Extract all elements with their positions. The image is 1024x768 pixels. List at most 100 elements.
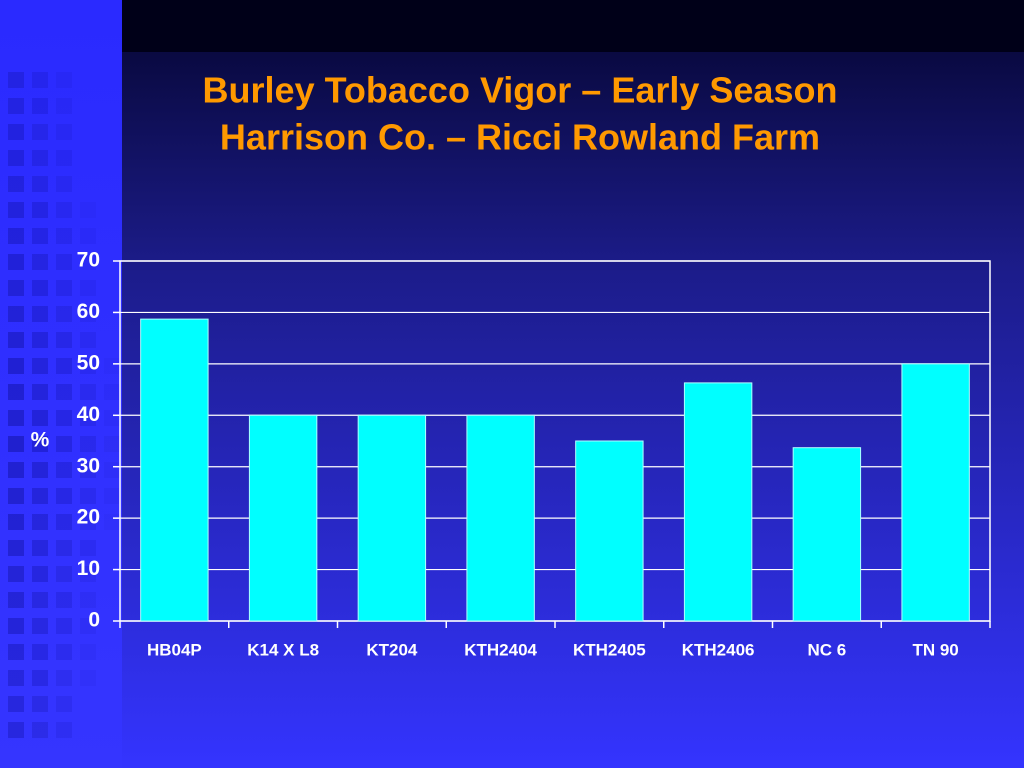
square — [80, 228, 96, 244]
x-tick-label: K14 X L8 — [247, 640, 319, 659]
square — [8, 488, 24, 504]
square — [80, 566, 96, 582]
y-tick-label: 60 — [77, 300, 100, 323]
square — [32, 150, 48, 166]
square — [56, 540, 72, 556]
square — [32, 124, 48, 140]
square — [32, 306, 48, 322]
y-axis-label: % — [31, 429, 50, 452]
chart-subtitle: Harrison Co. – Ricci Rowland Farm — [220, 117, 820, 158]
y-tick-label: 10 — [77, 557, 100, 580]
square — [56, 358, 72, 374]
square — [104, 462, 120, 478]
square — [56, 436, 72, 452]
square — [56, 202, 72, 218]
square — [8, 566, 24, 582]
square — [8, 514, 24, 530]
square — [32, 618, 48, 634]
side-panel — [0, 0, 122, 768]
square — [32, 280, 48, 296]
square — [80, 332, 96, 348]
square — [56, 98, 72, 114]
y-tick-label: 20 — [77, 506, 100, 529]
square — [8, 202, 24, 218]
square — [56, 228, 72, 244]
square — [8, 176, 24, 192]
square — [56, 488, 72, 504]
square — [56, 150, 72, 166]
square — [80, 488, 96, 504]
square — [32, 72, 48, 88]
bar — [140, 318, 209, 622]
square — [104, 436, 120, 452]
square — [80, 436, 96, 452]
square — [80, 644, 96, 660]
square — [80, 670, 96, 686]
bar — [248, 414, 318, 622]
square — [8, 462, 24, 478]
square — [56, 722, 72, 738]
square — [56, 176, 72, 192]
x-tick-label: NC 6 — [808, 640, 847, 659]
square — [32, 410, 48, 426]
bar — [792, 447, 862, 622]
square — [8, 306, 24, 322]
square — [80, 202, 96, 218]
square — [56, 696, 72, 712]
top-band — [122, 0, 1024, 52]
square — [56, 592, 72, 608]
square — [8, 280, 24, 296]
bar — [683, 382, 753, 622]
x-tick-label: KT204 — [366, 640, 418, 659]
square — [56, 332, 72, 348]
square — [32, 566, 48, 582]
square — [32, 540, 48, 556]
square — [80, 540, 96, 556]
x-tick-label: KTH2404 — [464, 640, 537, 659]
square — [8, 670, 24, 686]
square — [32, 462, 48, 478]
square — [8, 98, 24, 114]
square — [8, 410, 24, 426]
square — [56, 280, 72, 296]
square — [56, 462, 72, 478]
square — [8, 228, 24, 244]
square — [8, 332, 24, 348]
square — [80, 618, 96, 634]
square — [8, 618, 24, 634]
square — [104, 384, 120, 400]
square — [80, 592, 96, 608]
square — [8, 592, 24, 608]
square — [56, 618, 72, 634]
square — [32, 176, 48, 192]
square — [8, 124, 24, 140]
y-tick-label: 40 — [77, 403, 100, 426]
square — [32, 644, 48, 660]
square — [8, 644, 24, 660]
x-tick-label: TN 90 — [912, 640, 958, 659]
square — [56, 254, 72, 270]
square — [104, 488, 120, 504]
x-tick-label: KTH2406 — [682, 640, 755, 659]
bar — [466, 414, 535, 622]
square — [56, 644, 72, 660]
square — [32, 722, 48, 738]
square — [56, 384, 72, 400]
square — [80, 254, 96, 270]
square — [56, 670, 72, 686]
square — [80, 306, 96, 322]
square — [56, 514, 72, 530]
square — [80, 384, 96, 400]
square — [56, 410, 72, 426]
square — [32, 384, 48, 400]
square — [32, 228, 48, 244]
square — [32, 488, 48, 504]
square — [32, 254, 48, 270]
y-tick-label: 70 — [77, 249, 100, 272]
square — [32, 436, 48, 452]
square — [8, 436, 24, 452]
y-tick-label: 50 — [77, 351, 100, 374]
chart-title: Burley Tobacco Vigor – Early Season — [203, 70, 838, 111]
y-tick-label: 30 — [77, 454, 100, 477]
